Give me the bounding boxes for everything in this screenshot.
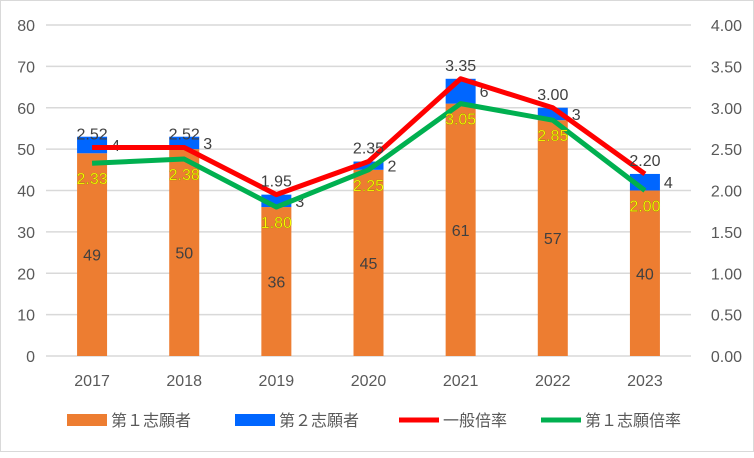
- x-tick-label: 2019: [259, 373, 295, 390]
- first-choice-rate-label: 2.00: [629, 199, 660, 216]
- right-tick-label: 0.50: [711, 308, 742, 325]
- first-choice-rate-label: 2.33: [77, 171, 108, 188]
- x-tick-label: 2017: [74, 373, 110, 390]
- bar-first-choice-label: 50: [175, 246, 193, 263]
- right-tick-label: 2.00: [711, 184, 742, 201]
- general-rate-label: 2.52: [77, 126, 108, 143]
- first-choice-rate-label: 1.80: [261, 215, 292, 232]
- legend-label: 第１志願者: [111, 412, 191, 430]
- right-tick-label: 3.00: [711, 101, 742, 118]
- first-choice-rate-label: 2.38: [169, 167, 200, 184]
- line-first-choice-rate: [91, 101, 647, 210]
- legend-label: 第１志願倍率: [585, 412, 681, 430]
- first-choice-rate-label: 2.85: [537, 128, 568, 145]
- right-tick-label: 1.00: [711, 266, 742, 283]
- right-tick-label: 2.50: [711, 142, 742, 159]
- first-choice-rate-label: 2.25: [353, 178, 384, 195]
- x-tick-label: 2020: [351, 373, 387, 390]
- bar-first-choice-label: 49: [83, 248, 101, 265]
- general-rate-label: 2.35: [353, 141, 384, 158]
- right-tick-label: 4.00: [711, 18, 742, 35]
- legend-swatch: [67, 414, 107, 426]
- bar-first-choice-label: 57: [544, 231, 562, 248]
- left-tick-label: 0: [26, 349, 35, 366]
- right-tick-label: 1.50: [711, 225, 742, 242]
- bar-first-choice-label: 61: [452, 223, 470, 240]
- left-tick-label: 60: [17, 101, 35, 118]
- bar-second-choice-label: 3: [203, 136, 212, 153]
- left-tick-label: 70: [17, 59, 35, 76]
- bar-first-choice: [353, 169, 384, 356]
- x-tick-label: 2021: [443, 373, 479, 390]
- bar-second-choice-label: 4: [664, 175, 673, 192]
- left-tick-label: 40: [17, 184, 35, 201]
- bar-first-choice: [537, 120, 568, 356]
- legend-label: 一般倍率: [443, 412, 507, 430]
- bar-second-choice-label: 2: [388, 159, 397, 176]
- general-rate-label: 2.52: [169, 126, 200, 143]
- bar-second-choice-label: 6: [480, 84, 489, 101]
- bar-first-choice: [261, 207, 292, 356]
- bar-first-choice-label: 36: [267, 275, 285, 292]
- bar-first-choice: [77, 153, 108, 356]
- line-general-rate: [92, 76, 647, 198]
- x-tick-label: 2018: [166, 373, 202, 390]
- left-tick-label: 10: [17, 308, 35, 325]
- left-tick-label: 80: [17, 18, 35, 35]
- right-tick-label: 3.50: [711, 59, 742, 76]
- bar-first-choice-label: 45: [360, 256, 378, 273]
- x-tick-label: 2022: [535, 373, 571, 390]
- bar-second-choice-label: 3: [572, 107, 581, 124]
- bar-second-choice-label: 3: [295, 194, 304, 211]
- bar-first-choice: [629, 190, 660, 356]
- bar-first-choice-label: 40: [636, 266, 654, 283]
- right-tick-label: 0.00: [711, 349, 742, 366]
- general-rate-label: 3.00: [537, 87, 568, 104]
- left-tick-label: 50: [17, 142, 35, 159]
- bar-second-choice: [353, 161, 384, 170]
- general-rate-label: 3.35: [445, 58, 476, 75]
- first-choice-rate-label: 3.05: [445, 112, 476, 129]
- left-tick-label: 20: [17, 266, 35, 283]
- legend-swatch: [235, 414, 275, 426]
- left-tick-label: 30: [17, 225, 35, 242]
- legend-label: 第２志願者: [279, 412, 359, 430]
- x-tick-label: 2023: [627, 373, 663, 390]
- bar-first-choice: [445, 103, 476, 356]
- general-rate-label: 1.95: [261, 174, 292, 191]
- bar-first-choice: [169, 149, 200, 356]
- general-rate-label: 2.20: [629, 153, 660, 170]
